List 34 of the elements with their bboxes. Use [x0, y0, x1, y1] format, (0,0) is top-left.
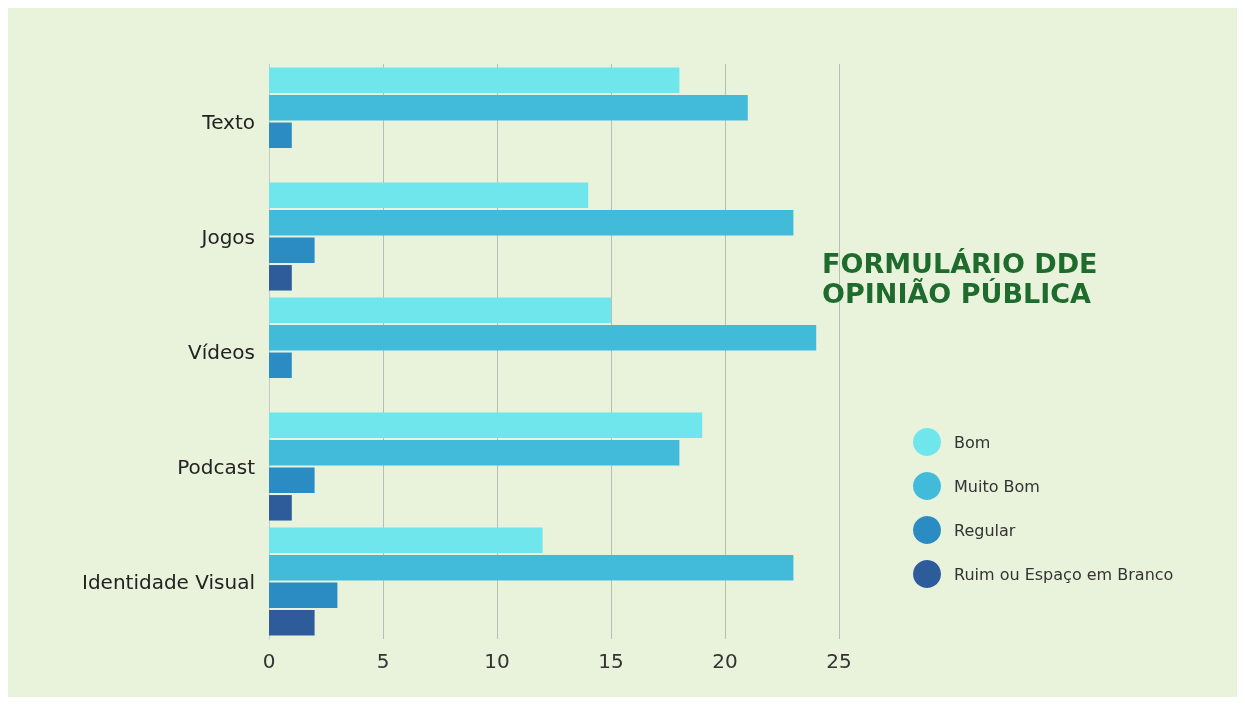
bar [269, 122, 292, 149]
bar [269, 352, 292, 379]
y-tick-label: Identidade Visual [82, 569, 255, 594]
bar [269, 412, 703, 438]
legend-label: Ruim ou Espaço em Branco [954, 564, 1174, 584]
bar [269, 582, 338, 609]
bar [269, 237, 315, 264]
x-tick-label: 5 [376, 649, 390, 673]
x-tick-label: 20 [712, 649, 738, 673]
y-tick-label: Texto [201, 109, 255, 134]
bar [269, 495, 292, 521]
x-tick-label: 10 [484, 649, 510, 673]
bar [269, 67, 680, 93]
y-tick-label: Jogos [199, 224, 255, 249]
x-tick-label: 15 [598, 649, 624, 673]
text: FORMULÁRIO DDE OPINIÃO PÚBLICA [822, 247, 1107, 309]
bar [269, 610, 315, 636]
bar [269, 467, 315, 494]
bar [269, 94, 748, 121]
bar [269, 265, 292, 291]
x-tick-label: 0 [262, 649, 276, 673]
bar [269, 554, 794, 581]
legend-label: Regular [954, 520, 1016, 540]
y-tick-label: Podcast [177, 454, 256, 479]
bar [269, 209, 794, 236]
legend-label: Muito Bom [954, 476, 1040, 496]
bar [269, 439, 680, 466]
bar [269, 297, 611, 323]
y-tick-label: Vídeos [188, 339, 255, 364]
bar [269, 182, 589, 208]
bar [269, 527, 543, 553]
legend-label: Bom [954, 432, 991, 452]
x-tick-label: 25 [826, 649, 852, 673]
bar [269, 324, 817, 351]
